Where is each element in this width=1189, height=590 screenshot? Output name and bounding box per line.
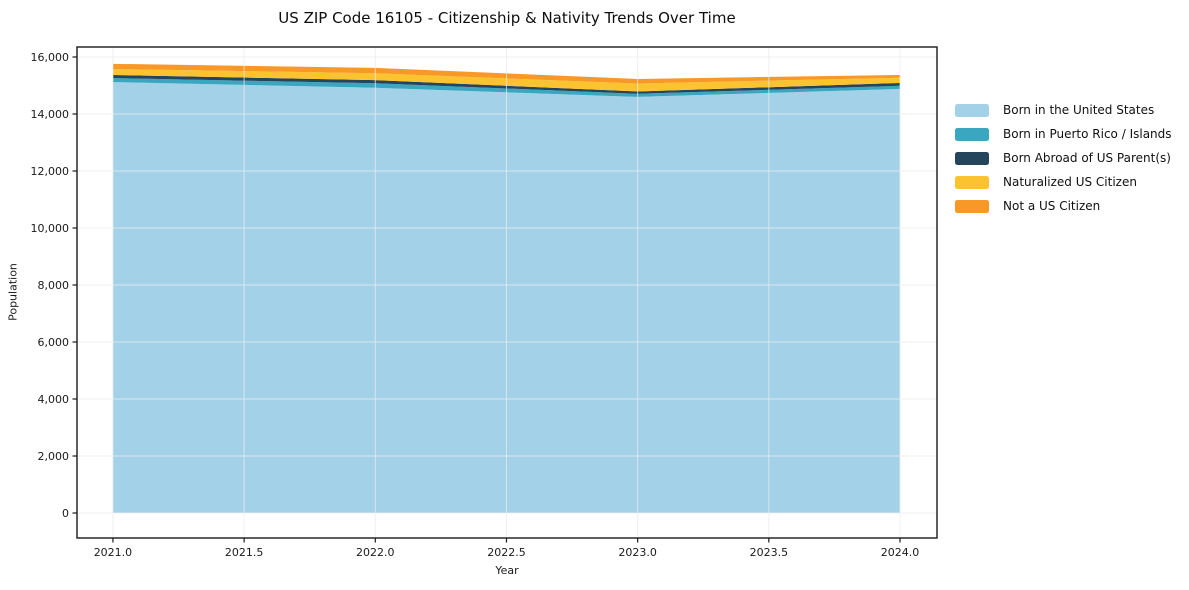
- legend: Born in the United States Born in Puerto …: [955, 103, 1172, 213]
- area-series: [112, 74, 901, 94]
- y-tick-label: 8,000: [38, 279, 70, 292]
- legend-swatch-icon: [955, 151, 989, 165]
- legend-swatch-icon: [955, 175, 989, 189]
- y-tick-label: 16,000: [31, 51, 70, 64]
- y-tick-label: 12,000: [31, 165, 70, 178]
- x-tick-label: 2022.0: [356, 546, 395, 559]
- x-tick-label: 2021.0: [94, 546, 133, 559]
- legend-swatch-icon: [955, 127, 989, 141]
- x-tick-label: 2022.5: [487, 546, 526, 559]
- y-tick-label: 10,000: [31, 222, 70, 235]
- legend-label: Naturalized US Citizen: [1003, 175, 1137, 189]
- legend-swatch-icon: [955, 103, 989, 117]
- x-tick-label: 2021.5: [225, 546, 264, 559]
- legend-item: Born in the United States: [955, 103, 1172, 117]
- x-tick-label: 2024.0: [881, 546, 920, 559]
- y-tick-label: 2,000: [38, 450, 70, 463]
- legend-label: Born in Puerto Rico / Islands: [1003, 127, 1172, 141]
- y-tick-label: 6,000: [38, 336, 70, 349]
- legend-label: Born in the United States: [1003, 103, 1155, 117]
- legend-swatch-icon: [955, 199, 989, 213]
- x-tick-label: 2023.5: [750, 546, 789, 559]
- x-axis-title: Year: [495, 564, 519, 577]
- chart-title: US ZIP Code 16105 - Citizenship & Nativi…: [278, 9, 736, 27]
- y-axis-title: Population: [6, 263, 20, 321]
- legend-item: Born in Puerto Rico / Islands: [955, 127, 1172, 141]
- area-series: [112, 78, 901, 97]
- legend-item: Not a US Citizen: [955, 199, 1172, 213]
- x-tick-label: 2023.0: [618, 546, 657, 559]
- legend-item: Naturalized US Citizen: [955, 175, 1172, 189]
- legend-label: Born Abroad of US Parent(s): [1003, 151, 1171, 165]
- legend-item: Born Abroad of US Parent(s): [955, 151, 1172, 165]
- legend-label: Not a US Citizen: [1003, 199, 1101, 213]
- y-tick-label: 4,000: [38, 393, 70, 406]
- y-tick-label: 0: [62, 507, 69, 520]
- y-tick-label: 14,000: [31, 108, 70, 121]
